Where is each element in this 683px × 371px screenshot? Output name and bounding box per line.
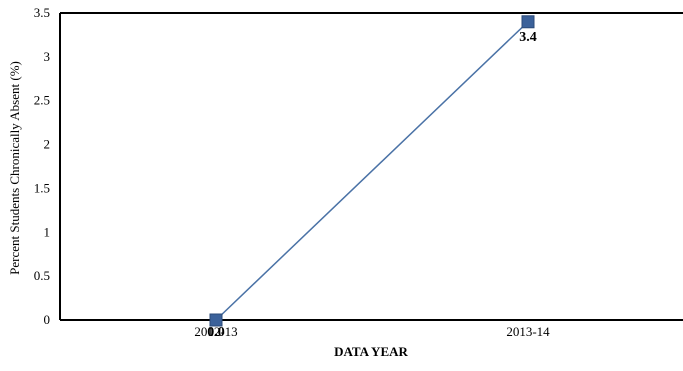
data-label: 3.4 [519,30,537,45]
data-point-marker [209,313,223,327]
y-tick-label: 2.5 [34,93,50,108]
y-tick-labels: 0 0.5 1 1.5 2 2.5 3 3.5 [34,5,50,327]
y-tick-label: 3.5 [34,5,50,20]
y-tick-label: 0 [44,312,51,327]
x-axis-title: DATA YEAR [334,344,408,359]
y-tick-label: 3 [44,49,51,64]
y-tick-label: 2 [44,137,51,152]
x-tick-labels: 2012-13 2013-14 [194,324,550,339]
y-axis-title: Percent Students Chronically Absent (%) [7,61,22,275]
y-tick-label: 1.5 [34,180,50,195]
data-label: 0.0 [207,325,225,340]
y-tick-label: 0.5 [34,268,50,283]
y-tick-label: 1 [44,224,51,239]
x-tick-label: 2013-14 [506,324,550,339]
data-point-marker [521,15,535,29]
series-line [215,21,529,321]
series-group: 0.0 3.4 [207,15,537,340]
x-tick-label: 2012-13 [194,324,237,339]
